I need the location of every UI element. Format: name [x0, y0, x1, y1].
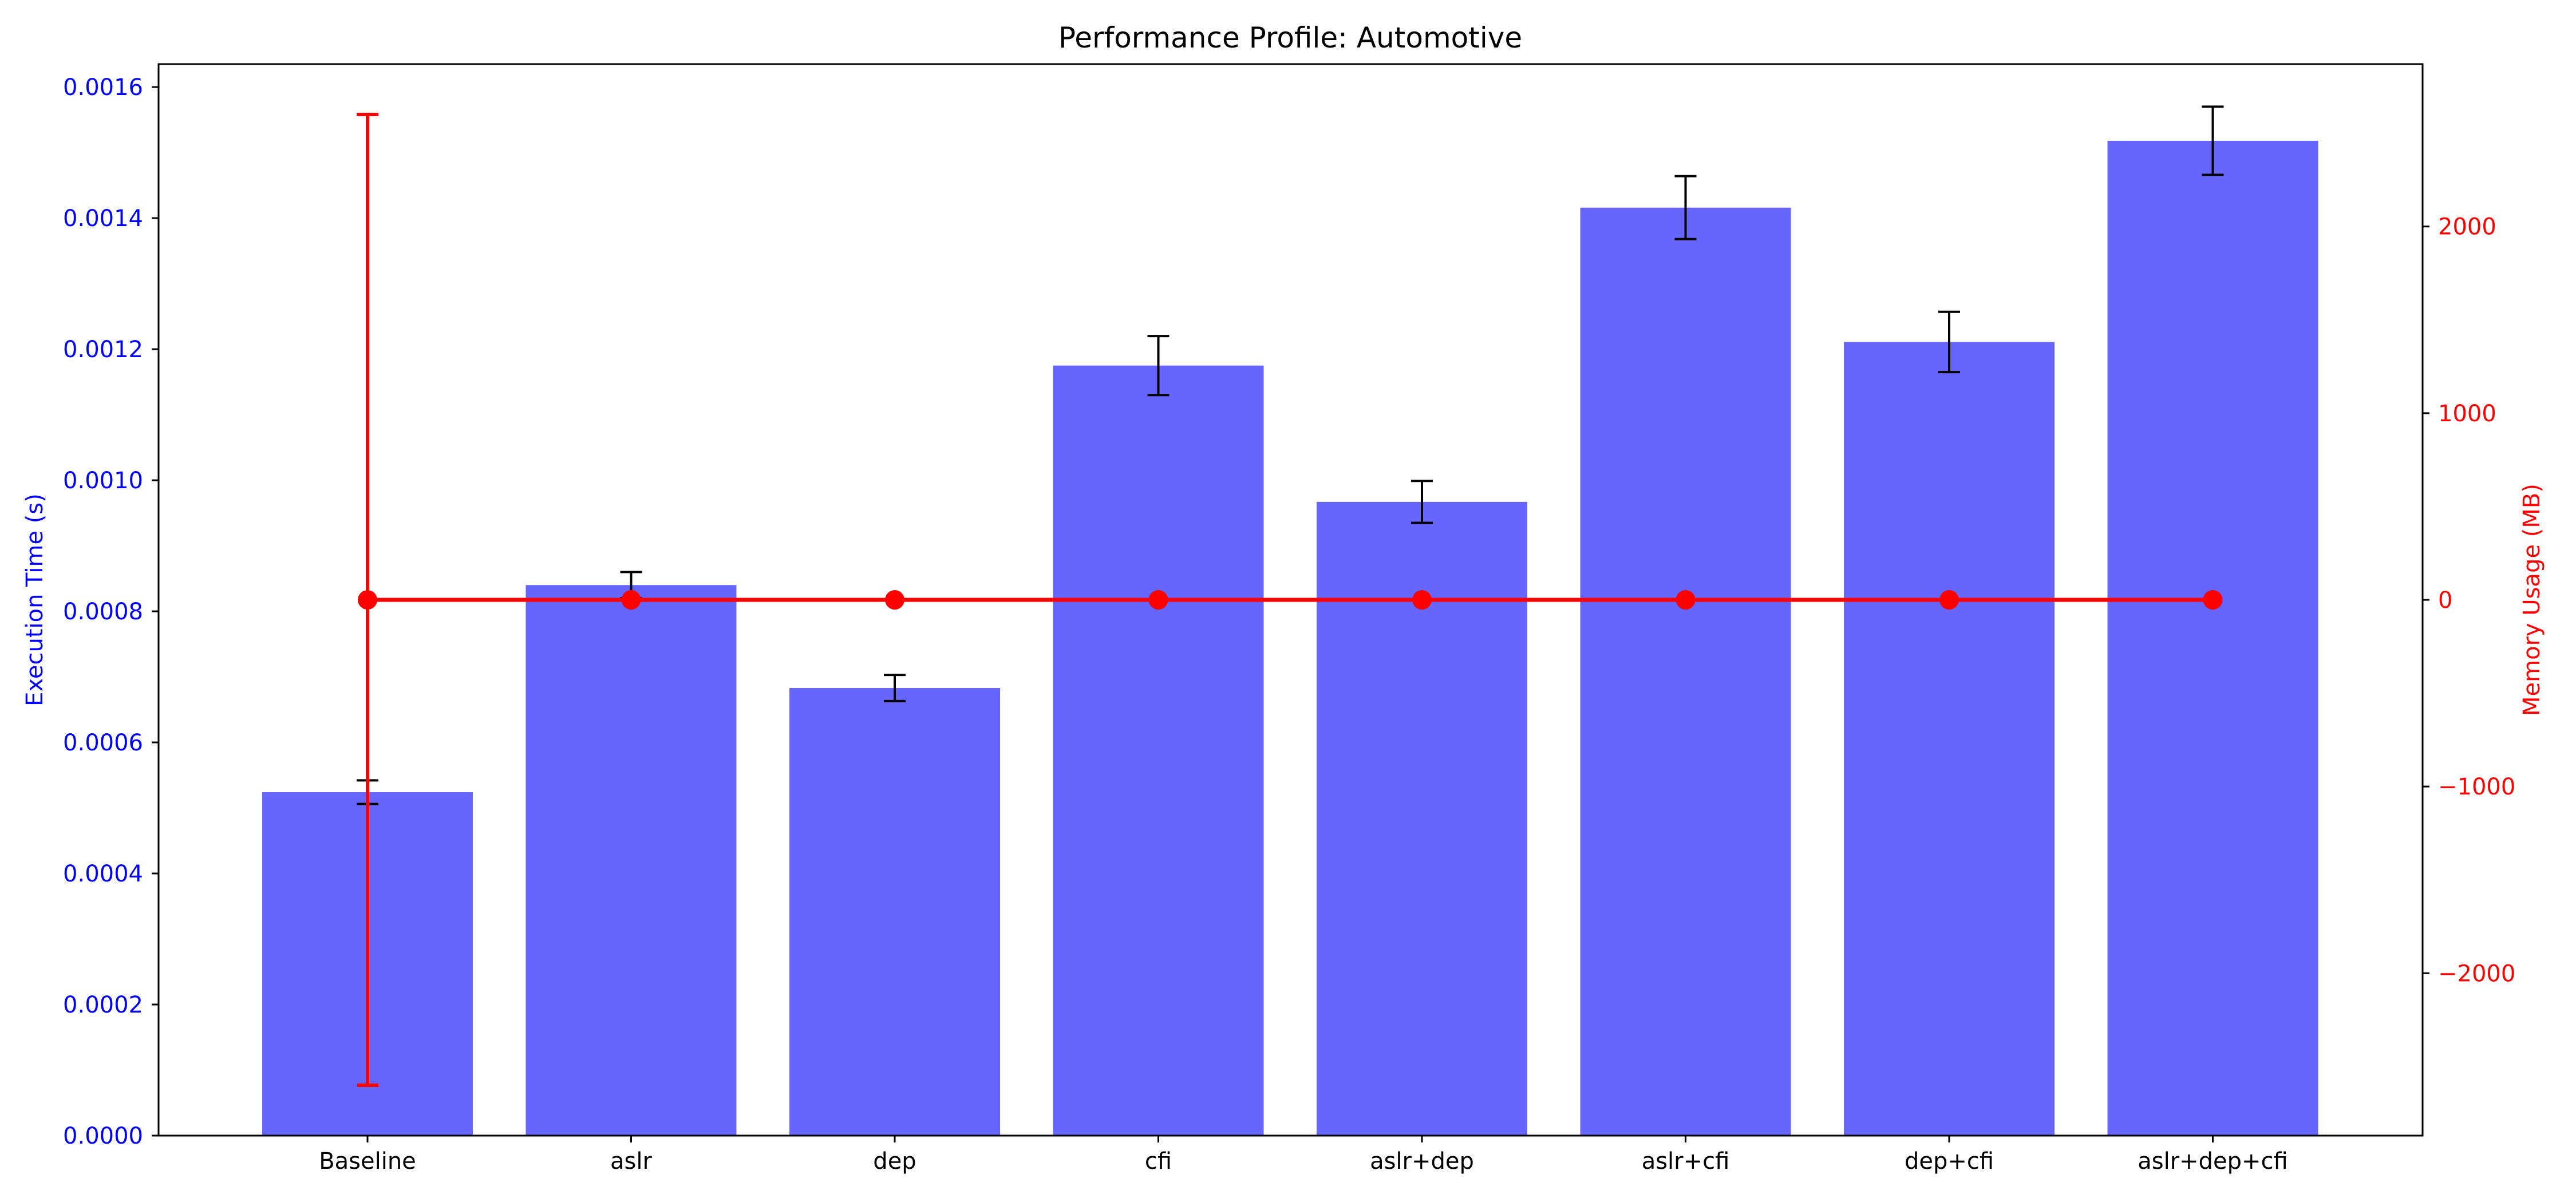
memory-point-aslr+dep [1412, 590, 1432, 610]
bar-error-aslr+dep+cfi [2202, 105, 2224, 176]
x-axis: Baseline aslr dep cfi aslr+dep aslr+cfi dep+cf… [319, 1136, 2288, 1175]
y-left-tick-label: 0.0014 [63, 205, 143, 232]
bar-error-aslr+dep [1411, 480, 1433, 524]
chart-title: Performance Profile: Automotive [1058, 21, 1522, 54]
y-right-tick-label: −1000 [2438, 774, 2515, 800]
bar-aslr [526, 585, 737, 1136]
y-left-tick-label: 0.0012 [63, 337, 143, 363]
bars-layer [262, 140, 2318, 1136]
memory-point-Baseline [358, 590, 377, 610]
x-tick-label: dep+cfi [1905, 1148, 1994, 1175]
y-left-tick-label: 0.0000 [63, 1123, 143, 1149]
memory-point-dep+cfi [1939, 590, 1959, 610]
x-tick-label: cfi [1145, 1148, 1172, 1175]
bar-error-cfi [1147, 335, 1170, 397]
y-axis-right-title: Memory Usage (MB) [2519, 484, 2545, 716]
bar-aslr+cfi [1580, 207, 1791, 1136]
y-left-tick-label: 0.0002 [63, 992, 143, 1018]
bar-error-aslr+cfi [1674, 175, 1697, 240]
y-axis-left: 0.0000 0.0002 0.0004 0.0006 0.0008 0.0010 0.00… [63, 74, 159, 1149]
line-layer [357, 113, 2223, 1087]
x-tick-label: aslr [610, 1148, 652, 1175]
bar-dep+cfi [1844, 342, 2055, 1136]
bar-error-layer [357, 105, 2224, 805]
bar-error-dep [884, 674, 906, 702]
memory-point-dep [885, 590, 904, 610]
bar-aslr+dep+cfi [2107, 140, 2318, 1136]
memory-point-aslr [621, 590, 641, 610]
y-right-tick-label: 1000 [2438, 401, 2496, 427]
memory-point-aslr+cfi [1676, 590, 1696, 610]
y-left-tick-label: 0.0008 [63, 599, 143, 625]
y-right-tick-label: 0 [2438, 587, 2452, 614]
y-left-tick-label: 0.0016 [63, 74, 143, 101]
y-left-tick-label: 0.0010 [63, 468, 143, 494]
y-left-tick-label: 0.0004 [63, 861, 143, 887]
x-tick-label: dep [873, 1148, 916, 1175]
x-tick-label: Baseline [319, 1148, 416, 1175]
bar-error-dep+cfi [1938, 310, 1960, 374]
bar-dep [789, 687, 1000, 1136]
bar-cfi [1053, 365, 1264, 1136]
y-axis-right: −2000 −1000 0 1000 2000 [2423, 214, 2515, 987]
x-tick-label: aslr+cfi [1642, 1148, 1730, 1175]
x-tick-label: aslr+dep [1370, 1148, 1474, 1175]
y-left-tick-label: 0.0006 [63, 730, 143, 756]
x-tick-label: aslr+dep+cfi [2138, 1148, 2288, 1175]
y-right-tick-label: 2000 [2438, 214, 2496, 240]
memory-point-aslr+dep+cfi [2203, 590, 2223, 610]
memory-point-cfi [1148, 590, 1168, 610]
y-axis-left-title: Execution Time (s) [22, 493, 48, 706]
y-right-tick-label: −2000 [2438, 960, 2515, 987]
